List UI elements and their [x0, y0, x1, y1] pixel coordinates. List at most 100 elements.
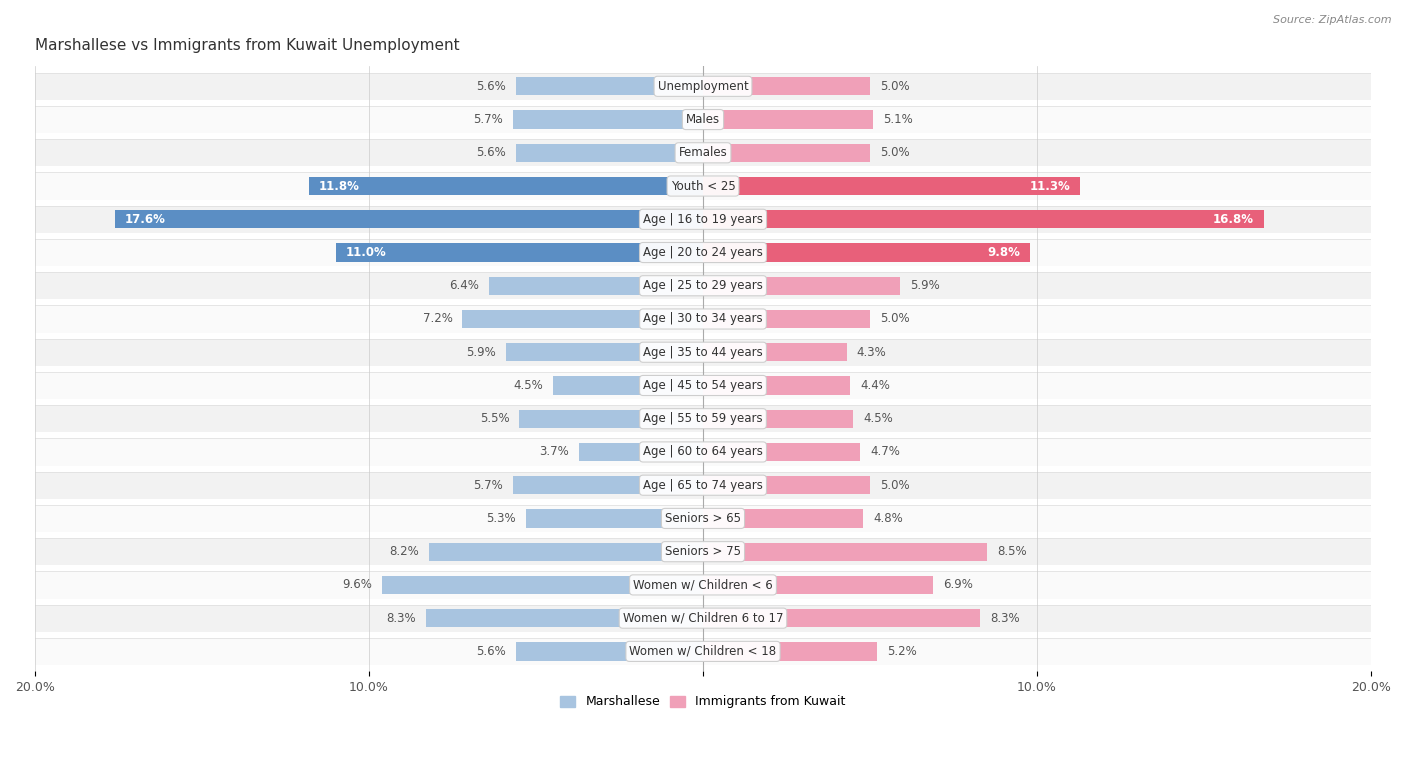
- Text: 5.0%: 5.0%: [880, 313, 910, 326]
- Text: 11.3%: 11.3%: [1029, 179, 1070, 192]
- Bar: [35, 272, 1371, 299]
- Text: 4.8%: 4.8%: [873, 512, 903, 525]
- Text: 5.7%: 5.7%: [472, 478, 502, 492]
- Text: Source: ZipAtlas.com: Source: ZipAtlas.com: [1274, 15, 1392, 25]
- Text: 4.5%: 4.5%: [513, 379, 543, 392]
- Bar: [516, 144, 703, 162]
- Bar: [35, 206, 1371, 233]
- Text: Females: Females: [679, 146, 727, 159]
- Text: 5.9%: 5.9%: [467, 346, 496, 359]
- Text: 5.1%: 5.1%: [883, 113, 912, 126]
- Text: 6.4%: 6.4%: [450, 279, 479, 292]
- Bar: [703, 443, 860, 461]
- Text: Age | 60 to 64 years: Age | 60 to 64 years: [643, 445, 763, 459]
- Text: 8.5%: 8.5%: [997, 545, 1026, 558]
- Text: Marshallese vs Immigrants from Kuwait Unemployment: Marshallese vs Immigrants from Kuwait Un…: [35, 38, 460, 53]
- Text: 5.6%: 5.6%: [477, 645, 506, 658]
- Text: Age | 25 to 29 years: Age | 25 to 29 years: [643, 279, 763, 292]
- Text: Women w/ Children < 6: Women w/ Children < 6: [633, 578, 773, 591]
- Bar: [35, 73, 1371, 100]
- Bar: [35, 338, 1371, 366]
- Text: 5.0%: 5.0%: [880, 478, 910, 492]
- Text: 9.6%: 9.6%: [343, 578, 373, 591]
- Text: Age | 16 to 19 years: Age | 16 to 19 years: [643, 213, 763, 226]
- Bar: [703, 476, 870, 494]
- Text: 3.7%: 3.7%: [540, 445, 569, 459]
- Bar: [489, 276, 703, 295]
- Text: 8.2%: 8.2%: [389, 545, 419, 558]
- Text: Women w/ Children < 18: Women w/ Children < 18: [630, 645, 776, 658]
- Bar: [35, 605, 1371, 632]
- Bar: [703, 642, 877, 661]
- Bar: [115, 210, 703, 229]
- Text: 4.3%: 4.3%: [856, 346, 886, 359]
- Bar: [35, 305, 1371, 332]
- Bar: [513, 476, 703, 494]
- Text: Age | 45 to 54 years: Age | 45 to 54 years: [643, 379, 763, 392]
- Bar: [35, 139, 1371, 167]
- Bar: [703, 410, 853, 428]
- Bar: [519, 410, 703, 428]
- Text: 4.5%: 4.5%: [863, 413, 893, 425]
- Text: Age | 65 to 74 years: Age | 65 to 74 years: [643, 478, 763, 492]
- Text: 8.3%: 8.3%: [990, 612, 1019, 625]
- Bar: [35, 572, 1371, 599]
- Legend: Marshallese, Immigrants from Kuwait: Marshallese, Immigrants from Kuwait: [555, 690, 851, 714]
- Text: Age | 35 to 44 years: Age | 35 to 44 years: [643, 346, 763, 359]
- Bar: [506, 343, 703, 361]
- Bar: [463, 310, 703, 328]
- Text: Unemployment: Unemployment: [658, 79, 748, 93]
- Text: 9.8%: 9.8%: [987, 246, 1021, 259]
- Bar: [703, 576, 934, 594]
- Bar: [703, 77, 870, 95]
- Text: 11.8%: 11.8%: [319, 179, 360, 192]
- Bar: [703, 376, 851, 394]
- Text: 4.4%: 4.4%: [860, 379, 890, 392]
- Text: Age | 55 to 59 years: Age | 55 to 59 years: [643, 413, 763, 425]
- Bar: [35, 505, 1371, 532]
- Bar: [703, 111, 873, 129]
- Text: 16.8%: 16.8%: [1213, 213, 1254, 226]
- Bar: [35, 106, 1371, 133]
- Text: 4.7%: 4.7%: [870, 445, 900, 459]
- Bar: [35, 173, 1371, 200]
- Bar: [35, 438, 1371, 466]
- Bar: [426, 609, 703, 628]
- Text: 7.2%: 7.2%: [423, 313, 453, 326]
- Bar: [35, 239, 1371, 266]
- Text: 11.0%: 11.0%: [346, 246, 387, 259]
- Text: Age | 20 to 24 years: Age | 20 to 24 years: [643, 246, 763, 259]
- Text: 5.0%: 5.0%: [880, 146, 910, 159]
- Text: Age | 30 to 34 years: Age | 30 to 34 years: [643, 313, 763, 326]
- Text: 5.3%: 5.3%: [486, 512, 516, 525]
- Bar: [703, 144, 870, 162]
- Text: 6.9%: 6.9%: [943, 578, 973, 591]
- Bar: [703, 543, 987, 561]
- Text: 5.0%: 5.0%: [880, 79, 910, 93]
- Bar: [513, 111, 703, 129]
- Bar: [703, 177, 1080, 195]
- Text: 5.6%: 5.6%: [477, 146, 506, 159]
- Text: Seniors > 75: Seniors > 75: [665, 545, 741, 558]
- Bar: [703, 609, 980, 628]
- Bar: [703, 310, 870, 328]
- Bar: [35, 637, 1371, 665]
- Bar: [35, 538, 1371, 565]
- Bar: [703, 343, 846, 361]
- Text: Youth < 25: Youth < 25: [671, 179, 735, 192]
- Text: 5.9%: 5.9%: [910, 279, 939, 292]
- Bar: [579, 443, 703, 461]
- Bar: [309, 177, 703, 195]
- Text: 5.7%: 5.7%: [472, 113, 502, 126]
- Bar: [703, 276, 900, 295]
- Text: Women w/ Children 6 to 17: Women w/ Children 6 to 17: [623, 612, 783, 625]
- Text: 8.3%: 8.3%: [387, 612, 416, 625]
- Bar: [516, 77, 703, 95]
- Text: 5.5%: 5.5%: [479, 413, 509, 425]
- Text: Males: Males: [686, 113, 720, 126]
- Text: 5.6%: 5.6%: [477, 79, 506, 93]
- Bar: [553, 376, 703, 394]
- Bar: [35, 405, 1371, 432]
- Bar: [35, 372, 1371, 399]
- Bar: [35, 472, 1371, 499]
